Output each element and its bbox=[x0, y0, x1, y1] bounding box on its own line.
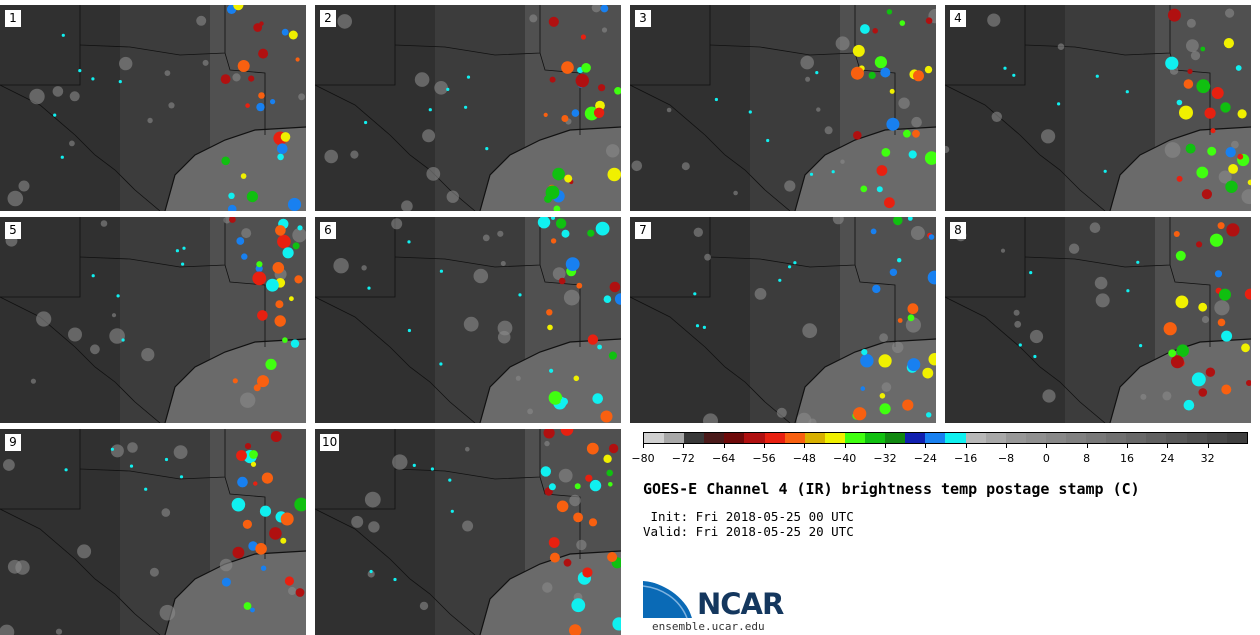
colorbar-segment bbox=[1206, 433, 1227, 443]
colorbar-segment bbox=[1065, 433, 1087, 443]
figure-title: GOES-E Channel 4 (IR) brightness temp po… bbox=[643, 480, 1140, 498]
satellite-map bbox=[630, 217, 936, 423]
satellite-map bbox=[0, 217, 306, 423]
member-panel-7: 7 bbox=[630, 217, 936, 423]
colorbar-tick-label: 0 bbox=[1042, 452, 1050, 465]
colorbar-segment bbox=[1045, 433, 1066, 443]
member-panel-10: 10 bbox=[315, 429, 621, 635]
member-panel-9: 9 bbox=[0, 429, 306, 635]
colorbar-segment bbox=[844, 433, 866, 443]
ncar-logo-icon bbox=[643, 579, 694, 619]
colorbar-segment bbox=[664, 433, 685, 443]
satellite-map bbox=[945, 5, 1251, 211]
colorbar-tick bbox=[1127, 444, 1128, 448]
member-panel-5: 5 bbox=[0, 217, 306, 423]
colorbar-segment bbox=[704, 433, 725, 443]
member-label: 3 bbox=[635, 10, 651, 27]
member-panel-8: 8 bbox=[945, 217, 1251, 423]
satellite-map bbox=[315, 5, 621, 211]
ncar-logo-text: NCAR bbox=[697, 587, 784, 621]
colorbar-segment bbox=[965, 433, 986, 443]
colorbar-tick-label: 24 bbox=[1160, 452, 1175, 465]
satellite-map bbox=[0, 5, 306, 211]
colorbar-tick-label: −8 bbox=[997, 452, 1015, 465]
colorbar-segment bbox=[684, 433, 705, 443]
colorbar-tick-label: −32 bbox=[873, 452, 897, 465]
satellite-map bbox=[315, 429, 621, 635]
colorbar-segment bbox=[1005, 433, 1026, 443]
colorbar-segment bbox=[925, 433, 946, 443]
member-label: 1 bbox=[5, 10, 21, 27]
member-panel-4: 4 bbox=[945, 5, 1251, 211]
colorbar-tick-label: 32 bbox=[1200, 452, 1215, 465]
colorbar-segment bbox=[744, 433, 765, 443]
colorbar-segment bbox=[1186, 433, 1207, 443]
colorbar-ticks: −80 −72 −64 −56 −48 −40 −32 −24 −16 −8 0 8 16 24 32 bbox=[631, 444, 1248, 466]
colorbar-tick-label: −16 bbox=[954, 452, 978, 465]
member-panel-3: 3 bbox=[630, 5, 936, 211]
member-panel-6: 6 bbox=[315, 217, 621, 423]
colorbar-segment bbox=[804, 433, 825, 443]
colorbar-tick bbox=[643, 444, 644, 448]
colorbar-segment bbox=[1146, 433, 1167, 443]
colorbar-tick bbox=[1006, 444, 1007, 448]
colorbar-segment bbox=[784, 433, 805, 443]
satellite-map bbox=[630, 5, 936, 211]
colorbar-tick-label: −64 bbox=[712, 452, 736, 465]
colorbar-segment bbox=[905, 433, 926, 443]
valid-time: Valid: Fri 2018-05-25 20 UTC bbox=[643, 524, 854, 539]
member-label: 4 bbox=[950, 10, 966, 27]
colorbar-tick-label: 8 bbox=[1083, 452, 1091, 465]
satellite-map bbox=[0, 429, 306, 635]
colorbar-tick-label: −80 bbox=[631, 452, 655, 465]
colorbar-segment bbox=[945, 433, 966, 443]
colorbar-segment bbox=[644, 433, 665, 443]
colorbar-segment bbox=[985, 433, 1006, 443]
colorbar-tick-label: −48 bbox=[792, 452, 816, 465]
colorbar-tick-label: −24 bbox=[913, 452, 937, 465]
colorbar-tick bbox=[885, 444, 886, 448]
member-panel-2: 2 bbox=[315, 5, 621, 211]
colorbar-tick bbox=[1046, 444, 1048, 448]
colorbar-segment bbox=[824, 433, 845, 443]
colorbar-tick-label: −56 bbox=[752, 452, 776, 465]
colorbar-tick bbox=[925, 444, 927, 448]
colorbar-tick-label: −40 bbox=[833, 452, 857, 465]
colorbar-segment bbox=[1166, 433, 1187, 443]
satellite-map bbox=[945, 217, 1251, 423]
colorbar bbox=[643, 432, 1248, 444]
member-label: 6 bbox=[320, 222, 336, 239]
member-label: 9 bbox=[5, 434, 21, 451]
colorbar-segment bbox=[865, 433, 886, 443]
colorbar-tick bbox=[1167, 444, 1169, 448]
member-panel-1: 1 bbox=[0, 5, 306, 211]
colorbar-tick bbox=[1207, 444, 1209, 448]
colorbar-tick bbox=[804, 444, 806, 448]
member-label: 7 bbox=[635, 222, 651, 239]
colorbar-segment bbox=[1086, 433, 1107, 443]
member-label: 10 bbox=[320, 434, 340, 451]
colorbar-segment bbox=[1226, 433, 1247, 443]
ncar-url: ensemble.ucar.edu bbox=[652, 620, 765, 633]
member-label: 8 bbox=[950, 222, 966, 239]
colorbar-tick bbox=[764, 444, 765, 448]
init-time: Init: Fri 2018-05-25 00 UTC bbox=[643, 509, 854, 524]
colorbar-segment bbox=[724, 433, 745, 443]
colorbar-tick-label: 16 bbox=[1120, 452, 1134, 465]
colorbar-tick bbox=[1086, 444, 1088, 448]
colorbar-tick bbox=[965, 444, 967, 448]
colorbar-segment bbox=[1025, 433, 1046, 443]
colorbar-tick-label: −72 bbox=[671, 452, 695, 465]
colorbar-segment bbox=[885, 433, 906, 443]
member-label: 5 bbox=[5, 222, 21, 239]
satellite-map bbox=[315, 217, 621, 423]
colorbar-segment bbox=[764, 433, 785, 443]
colorbar-segment bbox=[1106, 433, 1127, 443]
colorbar-segment bbox=[1126, 433, 1147, 443]
member-label: 2 bbox=[320, 10, 336, 27]
colorbar-tick bbox=[683, 444, 685, 448]
colorbar-tick bbox=[844, 444, 846, 448]
colorbar-tick bbox=[723, 444, 725, 448]
